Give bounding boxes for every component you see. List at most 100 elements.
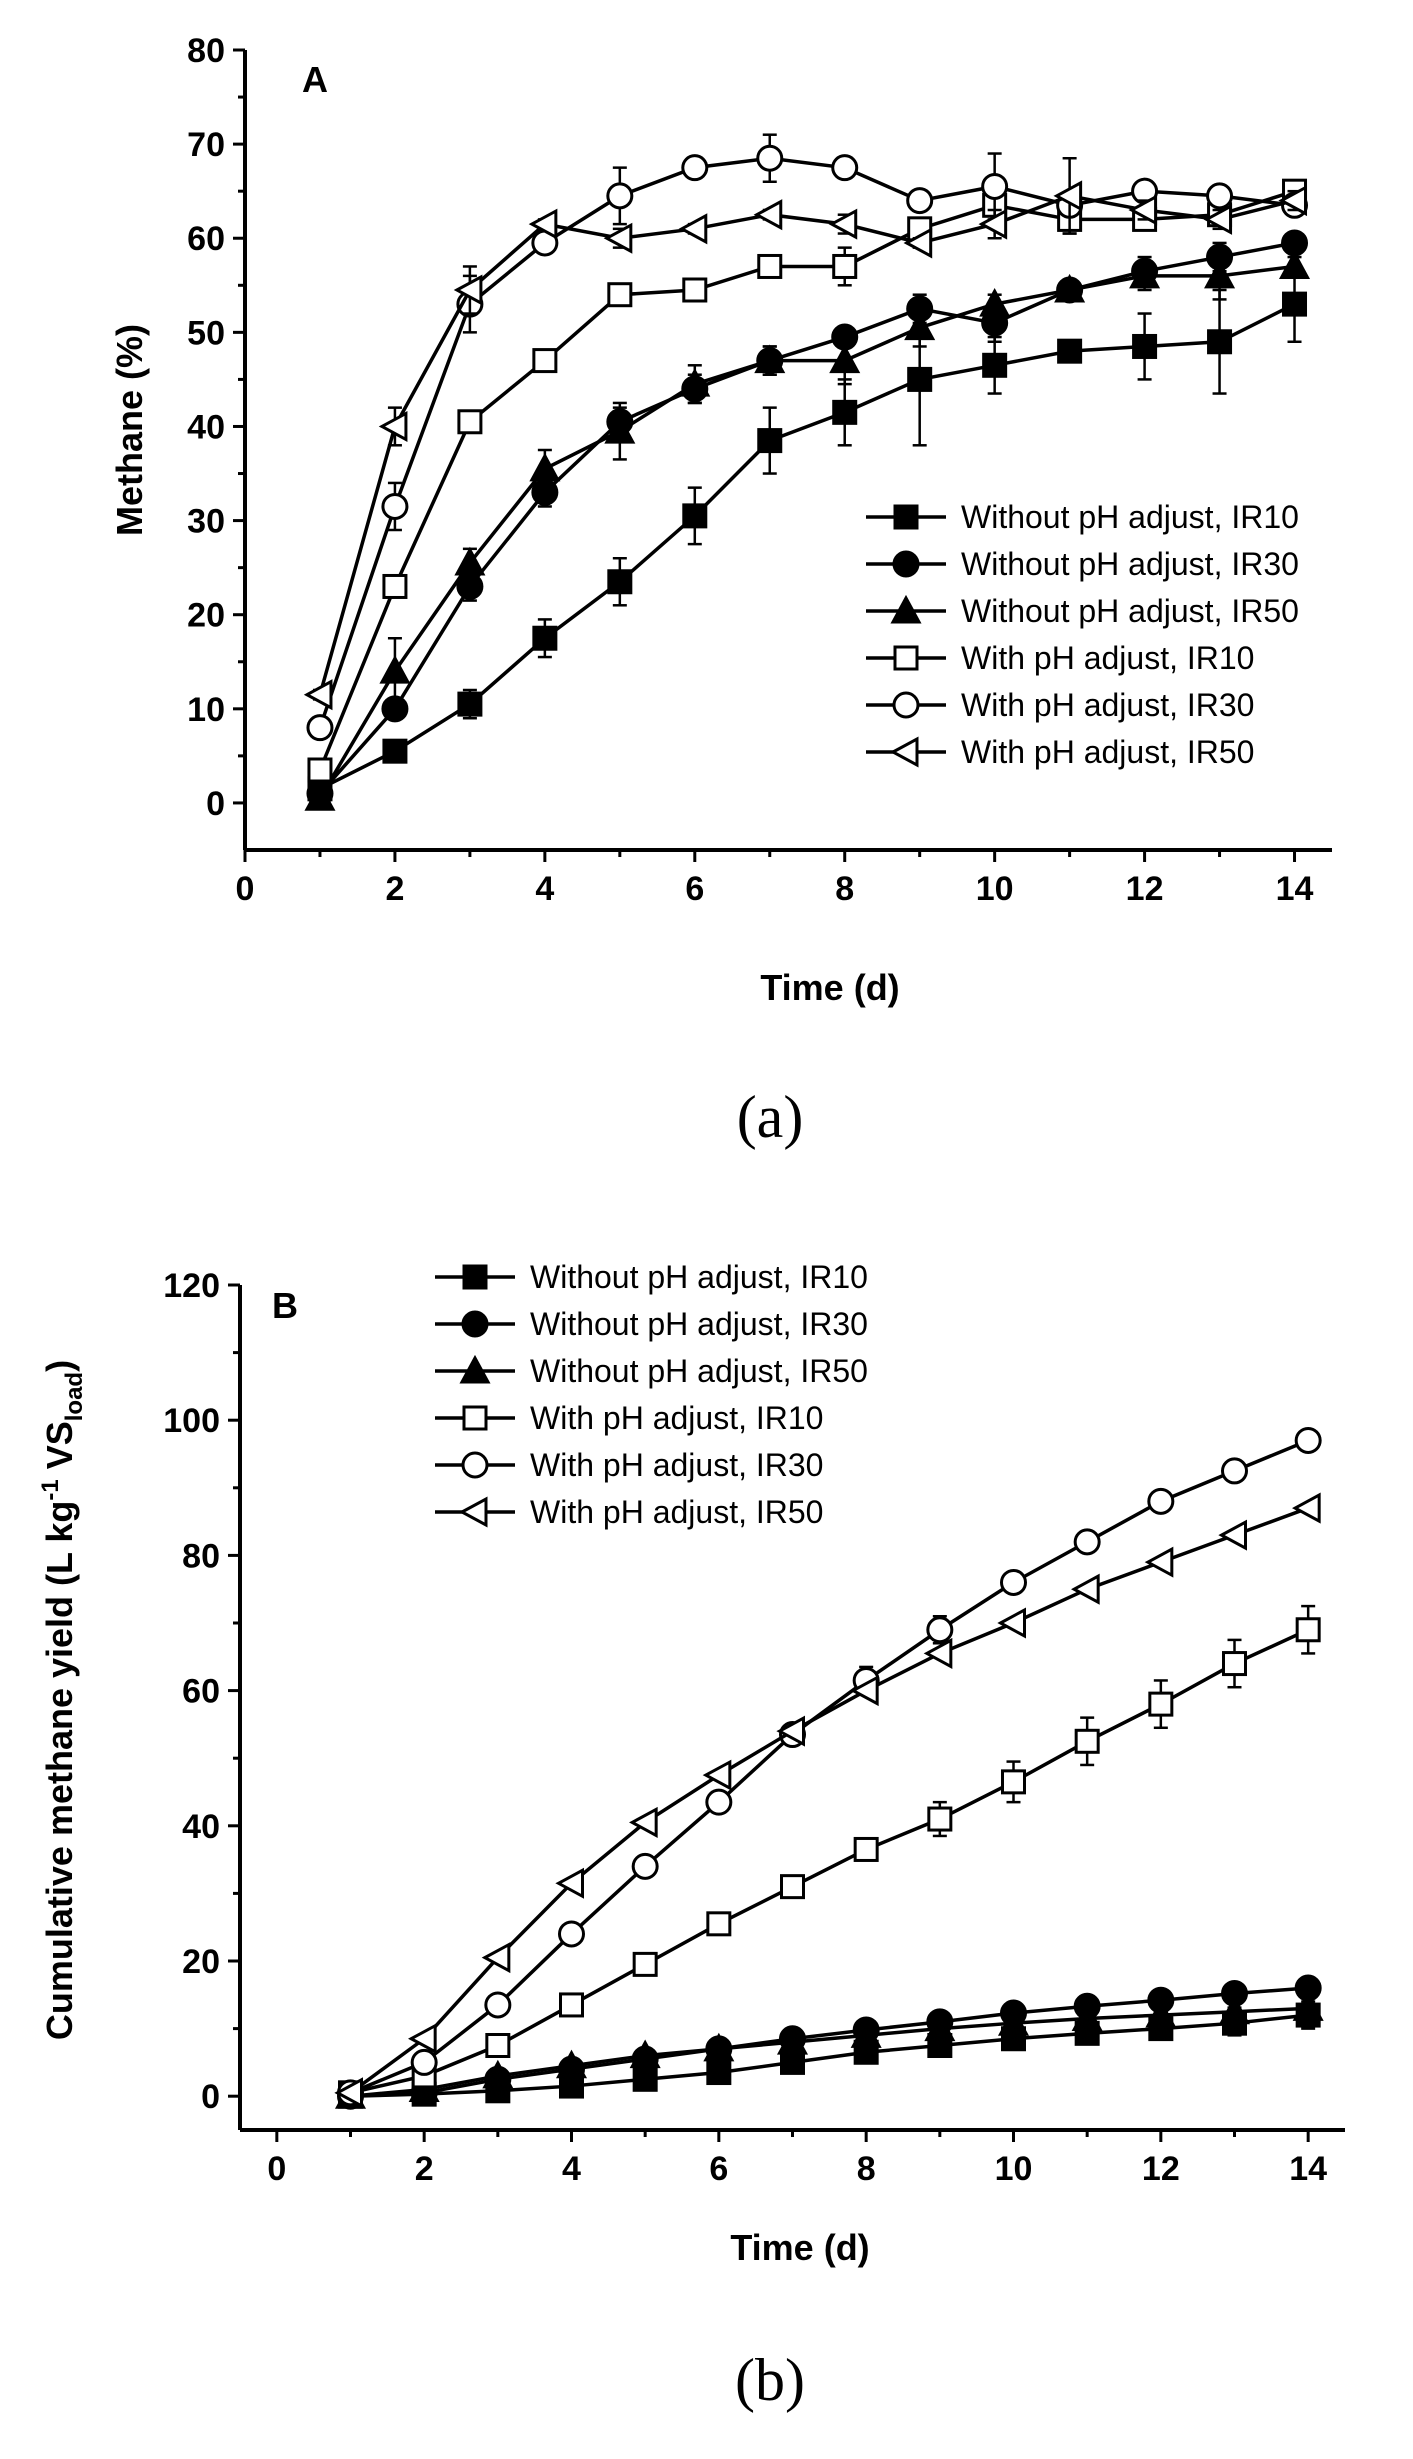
panel-b-data-point (558, 1920, 585, 1948)
panel-a-legend-entry: Without pH adjust, IR50 (866, 593, 1299, 629)
panel-a-legend-label: With pH adjust, IR10 (961, 640, 1254, 676)
panel-a-y-tick-label: 0 (206, 785, 225, 823)
panel-a-legend-marker (892, 550, 920, 578)
panel-b-data-point (1292, 1492, 1321, 1524)
panel-b-data-point (555, 1867, 584, 1899)
panel-a-data-point (303, 679, 333, 711)
panel-b-data-point (706, 2060, 732, 2086)
panel-b-data-point (1222, 1651, 1247, 1677)
panel-a-data-point (379, 655, 411, 684)
panel-b-data-point (706, 1911, 732, 1937)
panel-b-data-point (559, 1992, 584, 2018)
panel-b-data-point (1145, 1998, 1177, 2028)
panel-b-x-tick-label: 14 (1289, 2150, 1327, 2188)
panel-b-data-point (705, 1788, 733, 1816)
panel-a-legend-entry: With pH adjust, IR30 (866, 687, 1254, 723)
panel-a-x-axis-title: Time (d) (760, 967, 899, 1008)
panel-b-data-point (850, 1675, 879, 1707)
panel-a-data-point (378, 410, 408, 442)
panel-a-x-tick-label: 12 (1126, 870, 1164, 908)
panel-a-legend-marker (890, 594, 922, 624)
panel-a-data-point (829, 344, 861, 374)
panel-a-series-3 (304, 250, 1311, 811)
panel-a-legend-marker (892, 691, 920, 719)
panel-b-x-tick-label: 2 (415, 2150, 434, 2188)
panel-b-data-point (1295, 1617, 1321, 1643)
panel-a-y-tick-label: 40 (187, 408, 225, 446)
panel-a-legend-entry: Without pH adjust, IR30 (866, 546, 1299, 582)
panel-a-data-point (603, 222, 633, 254)
panel-a-axes: 0 2 4 6 8 10 12 14 0 10 20 30 40 50 60 70 80 (187, 32, 1332, 908)
panel-a-y-tick-label: 10 (187, 691, 225, 729)
panel-a-data-point (304, 782, 336, 811)
panel-b-y-tick-label: 120 (163, 1267, 220, 1305)
panel-b-y-tick-label: 20 (182, 1943, 220, 1981)
panel-b-data-point (1221, 1457, 1248, 1485)
panel-b-legend-marker (461, 1451, 489, 1479)
panel-b-y-tick-label: 0 (201, 2078, 220, 2116)
panel-b-y-tick-label: 40 (182, 1808, 220, 1846)
panel-b-data-point (1218, 1519, 1247, 1551)
panel-b-legend-marker (461, 1310, 489, 1338)
panel-b-y-axis-title-mid: VS (39, 1421, 80, 1479)
panel-b-data-point (776, 1715, 805, 1747)
panel-b-data-point (408, 2073, 440, 2102)
panel-b-y-axis-title-end: ) (39, 1360, 80, 1372)
panel-a-series-6 (303, 156, 1308, 711)
panel-a-data-point (1054, 273, 1086, 303)
panel-b-legend-label: Without pH adjust, IR50 (530, 1353, 868, 1389)
panel-b-data-point (1071, 2002, 1103, 2031)
panel-b-data-point (780, 2049, 805, 2075)
panel-b-legend: Without pH adjust, IR10 Without pH adjust… (435, 1259, 868, 1530)
panel-a-legend-marker (893, 645, 919, 671)
panel-b-legend-entry: Without pH adjust, IR10 (435, 1259, 868, 1295)
panel-a-label: A (302, 59, 328, 100)
panel-a-data-point (1057, 338, 1083, 364)
panel-b-legend-label: With pH adjust, IR30 (530, 1447, 823, 1483)
panel-a-legend-marker (893, 504, 919, 530)
panel-b-y-tick-label: 80 (182, 1537, 220, 1575)
panel-a-data-point (828, 208, 858, 240)
panel-a-data-point (832, 399, 858, 425)
panel-b-data-point (481, 1942, 511, 1974)
panel-a-legend-label: With pH adjust, IR50 (961, 734, 1254, 770)
panel-b-data-point (1144, 1546, 1174, 1578)
panel-a-data-point (457, 691, 483, 717)
panel-a-data-point (604, 415, 636, 444)
panel-b-data-point (1001, 1769, 1026, 1795)
panel-a-data-point (382, 738, 408, 764)
panel-b-y-tick-label: 60 (182, 1673, 220, 1711)
panel-b-data-point (776, 2025, 809, 2055)
panel-a-x-tick-label: 10 (976, 870, 1014, 908)
panel-a-legend-label: With pH adjust, IR30 (961, 687, 1254, 723)
panel-a-data-point (1132, 333, 1158, 359)
panel-b-legend-entry: With pH adjust, IR50 (435, 1494, 823, 1530)
panel-b-data-point (408, 2023, 437, 2055)
panel-a-data-point (981, 172, 1009, 200)
panel-b-series-4 (338, 1604, 1321, 2106)
panel-a-y-tick-label: 70 (187, 126, 225, 164)
panel-a-data-point (678, 213, 708, 245)
panel-b-data-point (923, 1637, 953, 1669)
panel-b-x-tick-label: 10 (995, 2150, 1033, 2188)
panel-b-data-point (1294, 1426, 1322, 1454)
panel-b-data-point (850, 2019, 882, 2048)
panel-a-legend-entry: With pH adjust, IR50 (866, 734, 1254, 770)
panel-b-data-point (629, 2039, 661, 2069)
panel-b-series-6 (334, 1492, 1321, 2109)
panel-b-series-3 (334, 1992, 1324, 2109)
panel-a-data-point (457, 409, 483, 435)
panel-a-y-tick-label: 30 (187, 503, 225, 541)
panel-b-series-line (349, 1438, 1309, 2095)
panel-a-data-point (904, 311, 936, 341)
panel-a-data-point (606, 182, 634, 210)
panel-a-y-tick-label: 20 (187, 597, 225, 635)
panel-b-x-axis-title: Time (d) (730, 2227, 869, 2268)
panel-a-data-point (1278, 185, 1308, 217)
panel-b-axes: 0 2 4 6 8 10 12 14 0 20 40 60 80 100 120 (163, 1267, 1345, 2188)
panel-a-data-point (757, 428, 783, 454)
panel-a-data-point (1203, 203, 1233, 235)
panel-b-y-axis-title: Cumulative methane yield (L kg-1 VSload) (37, 1360, 88, 2040)
panel-b-x-tick-label: 12 (1142, 2150, 1180, 2188)
